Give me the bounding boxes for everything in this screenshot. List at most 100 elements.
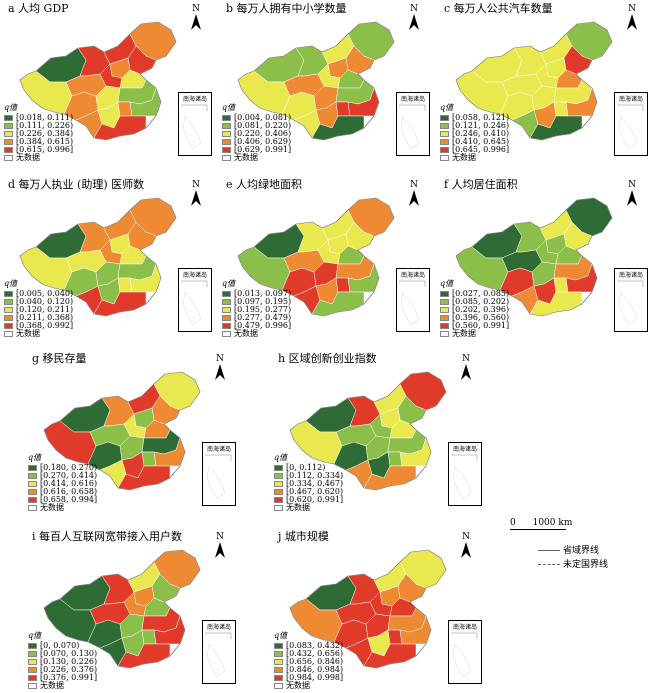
map-panel-f: f 人均居住面积 N 南海诸岛 q值 [0.027, 0.085) [0.085, 0.2… — [436, 176, 648, 338]
north-arrow-icon: N — [458, 354, 474, 382]
legend-range: [0.070, 0.130) — [40, 649, 98, 658]
north-label: N — [628, 180, 636, 190]
legend-swatch — [274, 489, 283, 495]
south-china-sea-inset: 南海诸岛 — [202, 620, 236, 684]
legend-swatch — [440, 331, 449, 337]
legend-entry: [0.226, 0.384) — [4, 130, 73, 138]
legend-swatch — [274, 667, 283, 673]
legend-range: [0.846, 0.984) — [286, 665, 344, 674]
legend-range: [0.479, 0.996] — [234, 321, 292, 330]
north-arrow-icon: N — [624, 4, 640, 32]
legend-range: [0, 0.112) — [286, 463, 326, 472]
legend-range: [0.120, 0.211) — [16, 305, 74, 314]
legend-swatch — [274, 465, 283, 471]
q-value-legend: q值 [0.013, 0.097) [0.097, 0.195) [0.195, 0.… — [222, 280, 291, 338]
south-china-sea-inset: 南海诸岛 — [396, 268, 430, 332]
legend-entry: [0.018, 0.111) — [4, 114, 73, 122]
legend-entry: [0.013, 0.097) — [222, 290, 291, 298]
province-region — [141, 629, 157, 645]
legend-swatch — [4, 291, 13, 297]
panel-title: e 人均绿地面积 — [226, 178, 303, 191]
legend-swatch — [440, 123, 449, 129]
china-map — [19, 21, 177, 141]
legend-swatch — [28, 659, 37, 665]
legend-range: [0.376, 0.991] — [40, 673, 98, 682]
legend-swatch — [222, 331, 231, 337]
legend-range: [0.085, 0.202) — [452, 297, 510, 306]
north-arrow-icon: N — [406, 180, 422, 208]
legend-range: [0, 0.070) — [40, 641, 80, 650]
legend-entry: [0.368, 0.992] — [4, 322, 73, 330]
map-panel-c: c 每万人公共汽车数量 N 南海诸岛 q值 [0.058, 0.121) [0.121, … — [436, 0, 648, 162]
legend-swatch — [28, 651, 37, 657]
north-label: N — [462, 532, 470, 542]
legend-nodata-label: 无数据 — [16, 329, 40, 338]
scale-zero: 0 — [510, 518, 516, 528]
legend-range: [0.406, 0.629) — [234, 137, 292, 146]
panel-title: f 人均居住面积 — [444, 178, 518, 191]
legend-range: [0.081, 0.220) — [234, 121, 292, 130]
legend-range: [0.560, 0.991] — [452, 321, 510, 330]
q-value-legend: q值 [0.058, 0.121) [0.121, 0.246) [0.246, 0.… — [440, 104, 509, 162]
north-label: N — [410, 4, 418, 14]
north-arrow-icon: N — [212, 354, 228, 382]
legend-range: [0.615, 0.996] — [16, 145, 74, 154]
legend-swatch — [28, 675, 37, 681]
legend-entry: [0.479, 0.996] — [222, 322, 291, 330]
undefined-boundary-legend: 未定国界线 — [538, 557, 608, 570]
panel-title: a 人均 GDP — [8, 2, 69, 15]
legend-entry: [0.410, 0.645) — [440, 138, 509, 146]
legend-entry: [0.112, 0.334) — [274, 472, 343, 480]
legend-swatch — [440, 323, 449, 329]
map-panel-e: e 人均绿地面积 N 南海诸岛 q值 [0.013, 0.097) [0.097, 0.1… — [218, 176, 430, 338]
legend-entry: [0.620, 0.991] — [274, 496, 343, 504]
legend-swatch — [4, 123, 13, 129]
legend-entry: [0.270, 0.414) — [28, 472, 97, 480]
legend-range: [0.058, 0.121) — [452, 113, 510, 122]
legend-swatch — [4, 115, 13, 121]
north-label: N — [216, 354, 224, 364]
north-label: N — [192, 180, 200, 190]
legend-heading: q值 — [222, 103, 236, 112]
legend-nodata-label: 无数据 — [452, 153, 476, 162]
legend-swatch — [4, 315, 13, 321]
panel-title: j 城市规模 — [278, 530, 329, 543]
map-panel-j: j 城市规模 N 南海诸岛 q值 [0.083, 0.432) [0.432, 0.656… — [270, 528, 482, 690]
legend-entry: [0.414, 0.616) — [28, 480, 97, 488]
legend-range: [0.004, 0.081) — [234, 113, 292, 122]
legend-nodata-label: 无数据 — [234, 329, 258, 338]
north-arrow-icon: N — [624, 180, 640, 208]
legend-swatch — [222, 323, 231, 329]
south-china-sea-inset: 南海诸岛 — [448, 620, 482, 684]
legend-entry: [0.097, 0.195) — [222, 298, 291, 306]
legend-range: [0.121, 0.246) — [452, 121, 510, 130]
legend-entry-nodata: 无数据 — [28, 682, 97, 690]
legend-entry: [0.111, 0.226) — [4, 122, 73, 130]
legend-entry: [0.467, 0.620) — [274, 488, 343, 496]
province-region — [117, 101, 133, 117]
legend-entry: [0.005, 0.040) — [4, 290, 73, 298]
q-value-legend: q值 [0, 0.112) [0.112, 0.334) [0.334, 0.467)… — [274, 454, 343, 512]
china-map — [455, 197, 613, 317]
legend-swatch — [28, 683, 37, 689]
china-map — [43, 549, 201, 669]
legend-swatch — [440, 307, 449, 313]
legend-range: [0.656, 0.846) — [286, 657, 344, 666]
north-arrow-icon: N — [188, 4, 204, 32]
legend-entry-nodata: 无数据 — [440, 154, 509, 162]
legend-heading: q值 — [222, 279, 236, 288]
north-label: N — [462, 354, 470, 364]
legend-range: [0.620, 0.991] — [286, 495, 344, 504]
province-line-swatch — [538, 550, 560, 551]
legend-swatch — [222, 307, 231, 313]
country-outline — [19, 21, 177, 141]
legend-entry-nodata: 无数据 — [222, 330, 291, 338]
legend-swatch — [222, 123, 231, 129]
legend-swatch — [222, 315, 231, 321]
legend-heading: q值 — [28, 453, 42, 462]
legend-entry: [0.846, 0.984) — [274, 666, 343, 674]
legend-entry: [0.027, 0.085) — [440, 290, 509, 298]
legend-range: [0.410, 0.645) — [452, 137, 510, 146]
legend-swatch — [222, 115, 231, 121]
panel-title: d 每万人执业 (助理) 医师数 — [8, 178, 145, 191]
